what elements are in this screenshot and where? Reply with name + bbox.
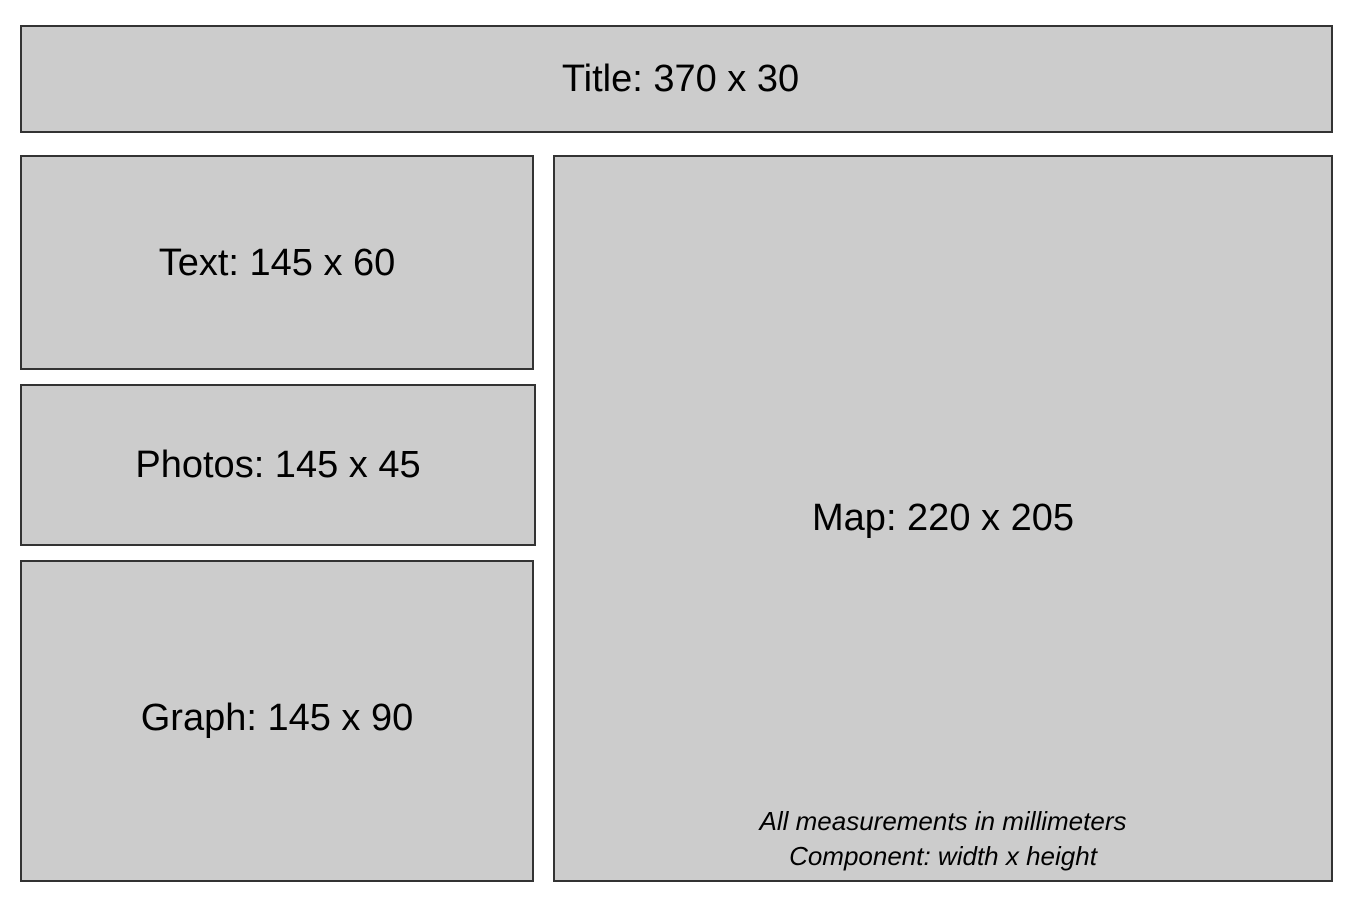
map-panel-label: Map: 220 x 205 (812, 496, 1074, 539)
graph-panel-label: Graph: 145 x 90 (140, 696, 414, 739)
format-note: Component: width x height (789, 841, 1097, 871)
text-panel-label: Text: 145 x 60 (158, 242, 396, 284)
graph-panel: Graph: 145 x 90 (20, 560, 534, 882)
measurement-note: All measurements in millimeters (759, 806, 1127, 836)
photos-panel: Photos: 145 x 45 (20, 384, 536, 546)
photos-panel-label: Photos: 145 x 45 (135, 443, 421, 486)
title-panel-label: Title: 370 x 30 (561, 57, 800, 100)
title-panel: Title: 370 x 30 (20, 25, 1333, 133)
map-panel: Map: 220 x 205 All measurements in milli… (553, 155, 1333, 882)
text-panel: Text: 145 x 60 (20, 155, 534, 370)
